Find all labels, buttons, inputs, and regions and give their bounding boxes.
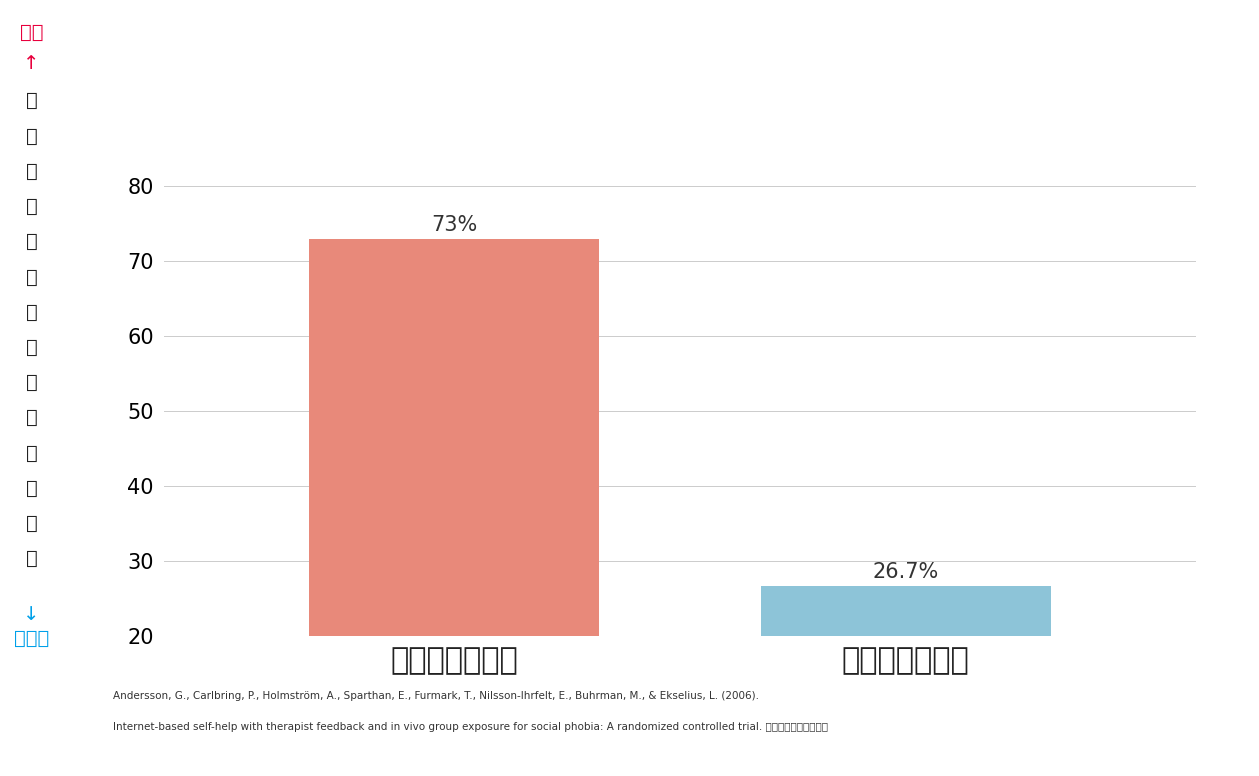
Text: 話: 話 [25, 126, 38, 146]
Text: 増: 増 [25, 338, 38, 357]
Text: 少ない: 少ない [14, 629, 49, 647]
Text: え: え [25, 373, 38, 392]
Text: Andersson, G., Carlbring, P., Holmström, A., Sparthan, E., Furmark, T., Nilsson-: Andersson, G., Carlbring, P., Holmström,… [113, 691, 759, 701]
Text: 割: 割 [25, 514, 38, 533]
Text: へ: へ [25, 162, 38, 181]
Bar [760, 586, 1051, 776]
Text: 会: 会 [25, 92, 38, 110]
Text: 26.7%: 26.7% [872, 563, 939, 582]
Text: ↑: ↑ [23, 54, 40, 73]
Text: 自: 自 [25, 232, 38, 251]
Text: の: の [25, 197, 38, 216]
Text: Internet-based self-help with therapist feedback and in vivo group exposure for : Internet-based self-help with therapist … [113, 722, 828, 732]
Text: 多い: 多い [20, 23, 43, 42]
Bar [308, 239, 599, 776]
Text: ↓: ↓ [23, 605, 40, 624]
Text: 73%: 73% [431, 215, 477, 235]
Text: 合: 合 [25, 549, 38, 568]
Text: 信: 信 [25, 268, 38, 286]
Text: た: た [25, 408, 38, 428]
Text: の: の [25, 479, 38, 497]
Text: 人: 人 [25, 444, 38, 462]
Text: が: が [25, 303, 38, 322]
